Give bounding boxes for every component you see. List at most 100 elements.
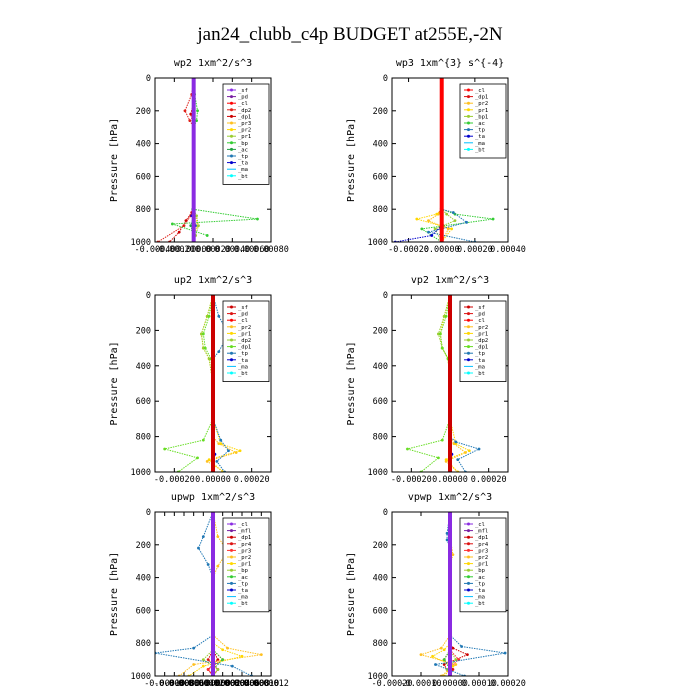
legend-marker	[467, 601, 470, 605]
legend-marker	[230, 101, 233, 105]
data-point	[451, 664, 455, 668]
x-tick-label: 0.00010	[461, 679, 497, 689]
data-point	[445, 531, 449, 535]
y-tick-label: 600	[136, 606, 151, 616]
series-line-tp	[155, 512, 252, 676]
legend-marker	[230, 345, 233, 349]
y-tick-label: 600	[136, 397, 151, 407]
legend-marker	[230, 154, 233, 158]
legend-marker	[230, 601, 233, 605]
legend-label: _pr3	[238, 548, 251, 554]
legend-marker	[230, 548, 233, 552]
legend-label: _pr4	[475, 542, 489, 548]
legend-label: _dp1	[238, 114, 251, 120]
legend-label: _ma	[238, 364, 248, 370]
legend-label: _ac	[238, 147, 248, 153]
data-point	[201, 332, 205, 336]
legend-label: _bt	[238, 371, 248, 377]
legend-label: _bp	[238, 568, 248, 574]
data-point	[240, 654, 244, 658]
data-point	[207, 357, 211, 361]
data-point	[226, 646, 229, 650]
legend-box	[222, 83, 270, 185]
legend-marker	[230, 325, 233, 329]
legend-label: _pr1	[475, 562, 488, 568]
legend-marker	[467, 535, 470, 539]
legend-label: _bt	[238, 174, 248, 180]
x-tick-label: 0.00020	[490, 679, 526, 689]
series-line-tp	[433, 512, 506, 676]
legend-marker	[230, 174, 233, 178]
data-point	[451, 553, 455, 557]
panel-title: vpwp 1xm^2/s^3	[408, 492, 492, 503]
data-point	[216, 658, 220, 661]
legend-marker	[230, 535, 233, 539]
legend-marker	[467, 581, 470, 585]
data-point	[195, 119, 198, 123]
data-point	[230, 664, 234, 668]
data-point	[184, 219, 188, 223]
legend-marker	[467, 555, 470, 559]
y-tick-label: 200	[136, 541, 151, 551]
data-point	[259, 653, 263, 657]
y-tick-label: 0	[146, 74, 151, 84]
legend-marker	[230, 128, 233, 132]
x-tick-label: 0.00008	[234, 679, 270, 689]
data-point	[238, 449, 242, 453]
legend-label: _pr2	[238, 325, 251, 331]
data-point	[192, 646, 196, 650]
data-point	[206, 668, 210, 671]
x-tick-label: 0.00000	[176, 245, 212, 255]
legend-label: _pd	[475, 312, 485, 318]
legend-label: _pd	[238, 312, 248, 318]
x-tick-label: -0.00020	[154, 475, 195, 485]
data-point	[442, 648, 446, 652]
plot-frame	[154, 511, 272, 677]
legend-marker	[467, 318, 470, 322]
data-point	[427, 219, 430, 223]
data-point	[442, 658, 446, 661]
data-point	[491, 217, 495, 221]
legend-marker	[230, 147, 233, 151]
legend-marker	[230, 331, 233, 335]
legend-marker	[230, 88, 233, 92]
legend-label: _ta	[475, 134, 485, 140]
x-tick-label: 0.00000	[432, 679, 468, 689]
data-point	[217, 314, 221, 318]
data-point	[206, 563, 210, 566]
legend-marker	[230, 134, 233, 138]
x-tick-label: 0.00000	[195, 679, 231, 689]
y-tick-label: 800	[373, 639, 388, 649]
legend-label: _ma	[475, 364, 485, 370]
y-tick-label: 400	[136, 574, 151, 584]
legend-label: _tp	[238, 581, 248, 587]
legend-label: _dp1	[238, 535, 251, 541]
data-point	[445, 538, 449, 542]
legend-label: _dp2	[238, 338, 251, 344]
plot-area	[393, 78, 495, 242]
legend-marker	[467, 108, 470, 112]
plot-area	[156, 78, 259, 242]
legend-label: _ma	[475, 141, 485, 147]
data-point	[183, 109, 187, 113]
legend-marker	[230, 338, 233, 342]
data-point	[435, 212, 439, 216]
data-point	[216, 564, 220, 568]
data-point	[200, 332, 203, 336]
legend-marker	[230, 351, 233, 355]
legend-marker	[230, 542, 233, 546]
legend-label: _tp	[475, 581, 485, 587]
data-point	[221, 658, 225, 661]
data-point	[201, 658, 205, 661]
y-axis-label: Pressure [hPa]	[109, 118, 120, 202]
legend-marker	[467, 345, 470, 349]
legend-label: _ma	[475, 595, 485, 601]
legend-marker	[230, 305, 233, 309]
legend-marker	[230, 371, 233, 375]
data-point	[219, 438, 223, 442]
legend-label: _ta	[238, 358, 248, 364]
legend-marker	[467, 522, 470, 526]
panels: wp2 1xm^2/s^3 Pressure [hPa] 0 200 400 600 800…	[109, 58, 526, 689]
